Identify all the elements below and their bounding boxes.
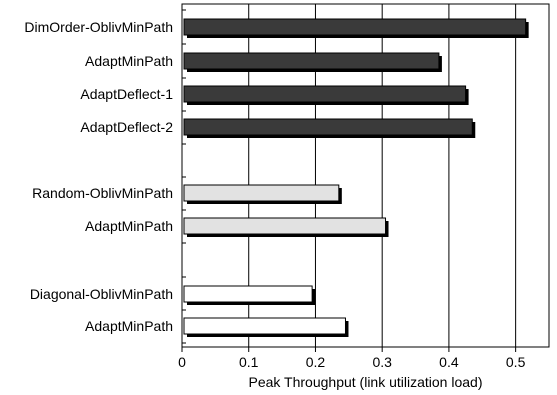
bar-face [183,184,340,202]
category-label: AdaptDeflect-2 [80,119,173,135]
category-labels: DimOrder-OblivMinPath AdaptMinPath AdaptDe… [24,19,173,334]
x-tick-label: 0.5 [506,354,526,370]
category-label: Random-OblivMinPath [32,185,173,201]
x-tick-label: 0.4 [439,354,459,370]
bar [183,184,342,204]
x-tick-label: 0.1 [239,354,259,370]
category-label: AdaptDeflect-1 [80,86,173,102]
category-label: AdaptMinPath [85,218,173,234]
bar [183,317,349,337]
bar [183,52,442,72]
category-label: AdaptMinPath [85,53,173,69]
bar [183,118,476,138]
bar-face [183,85,467,103]
x-tick-label: 0.2 [306,354,326,370]
x-tick-label: 0.3 [372,354,392,370]
category-label: AdaptMinPath [85,318,173,334]
bar-face [183,118,473,136]
bar [183,85,469,105]
bar-face [183,285,313,303]
bar-face [183,52,440,70]
x-tick-label: 0 [178,354,186,370]
x-axis-ticks: 0 0.1 0.2 0.3 0.4 0.5 [178,9,526,370]
bar-face [183,18,527,36]
plot-frame [181,3,550,348]
bar-face [183,317,346,335]
category-label: Diagonal-OblivMinPath [30,286,173,302]
bar [183,285,316,305]
bar-face [183,217,387,235]
category-label: DimOrder-OblivMinPath [24,19,173,35]
x-axis-title: Peak Throughput (link utilization load) [249,374,483,390]
bar [183,217,389,237]
bars [183,18,529,337]
bar [183,18,529,38]
